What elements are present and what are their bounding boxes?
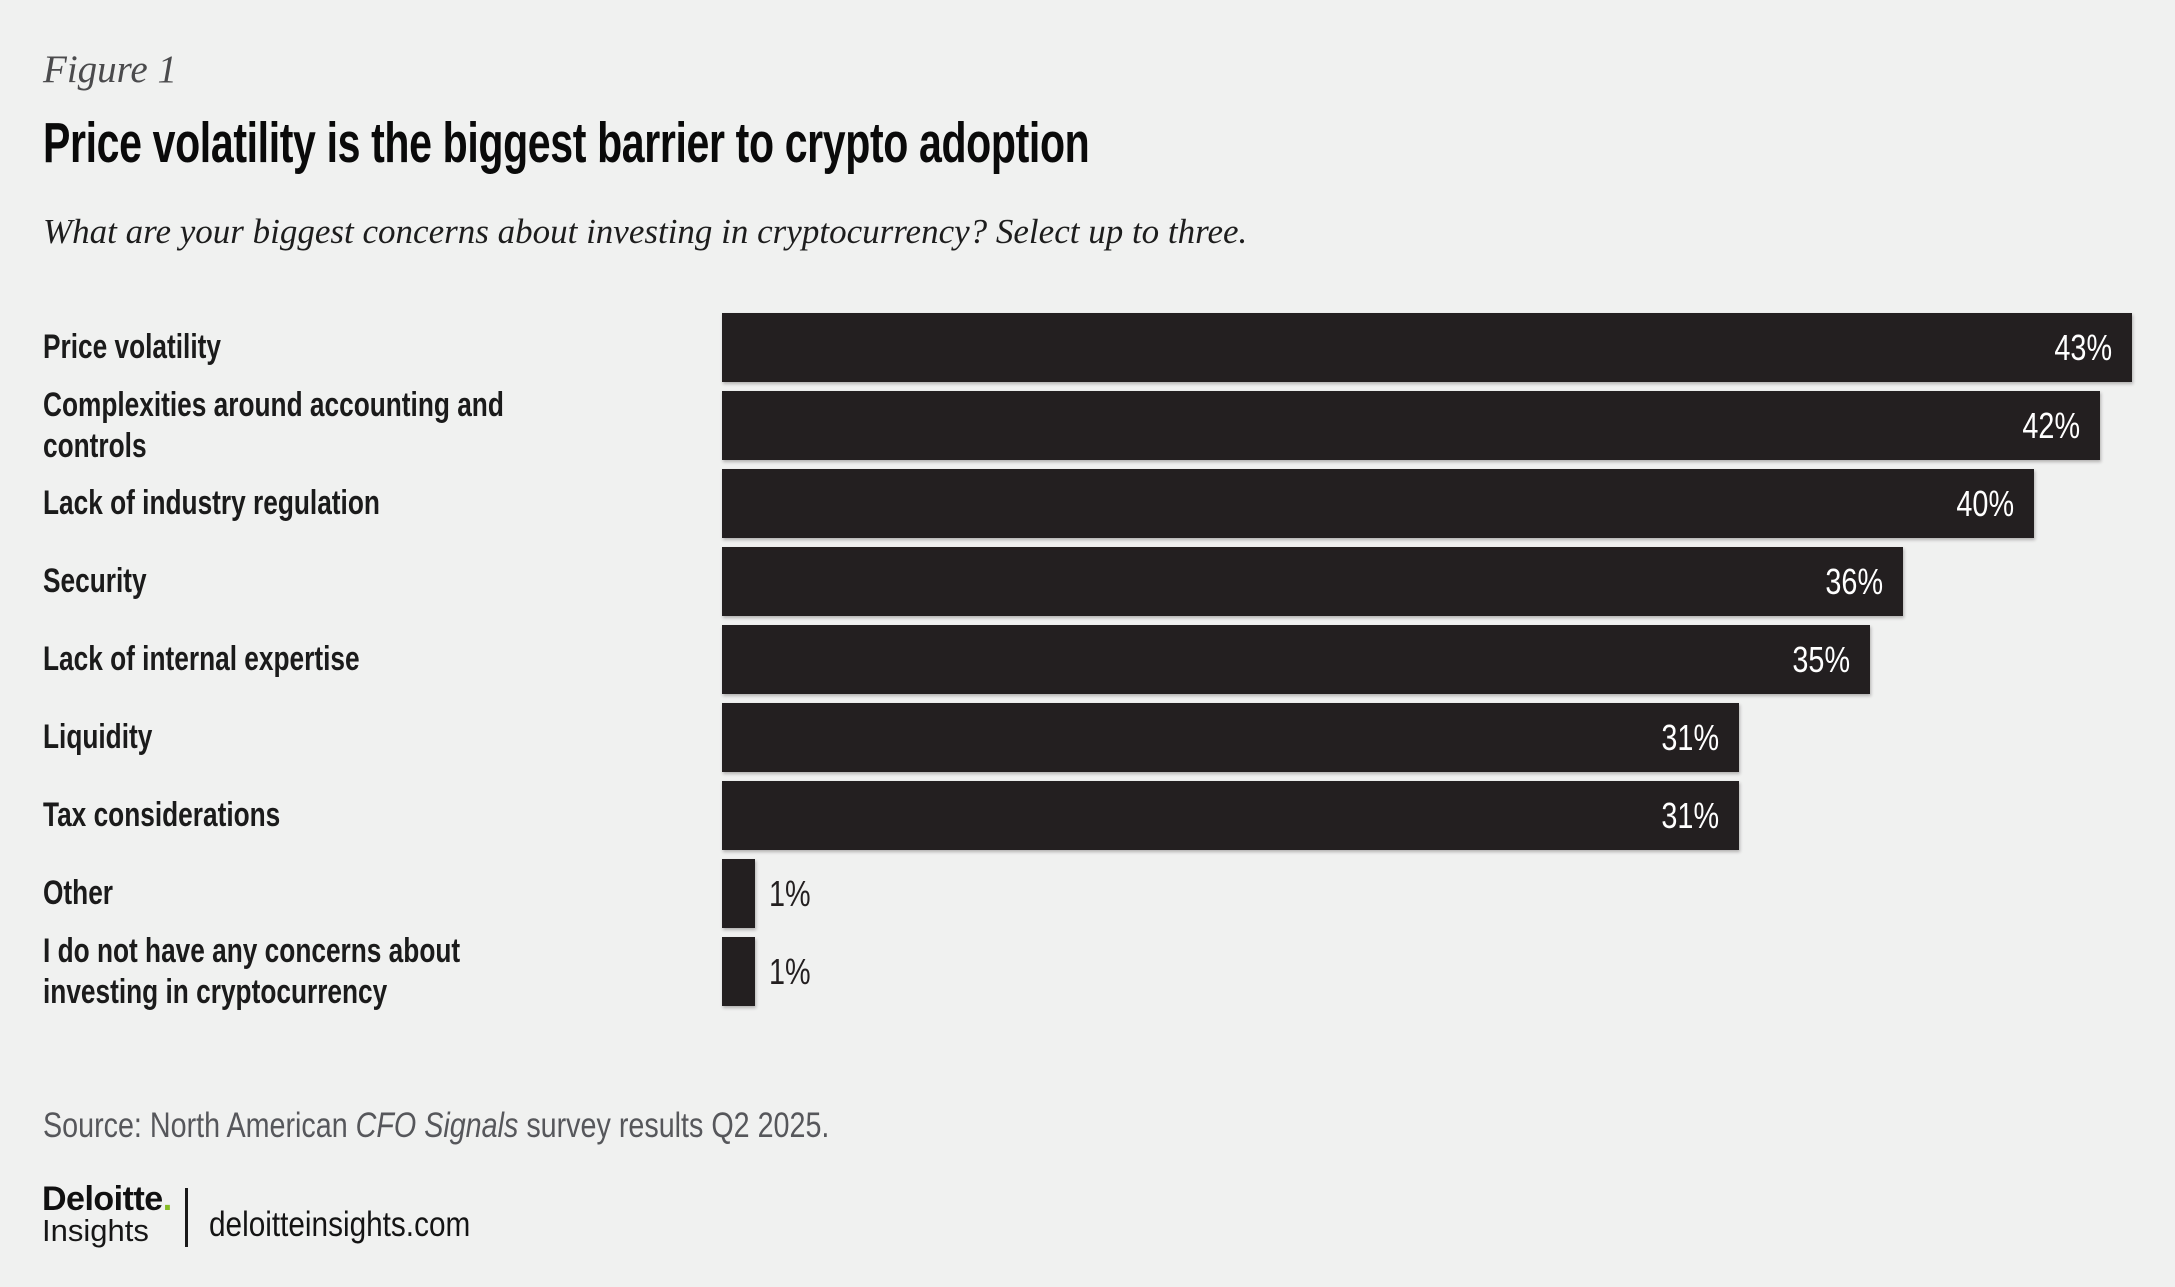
bar-rows: Price volatility 43% Complexities around… bbox=[43, 313, 2132, 1011]
category-label: Price volatility bbox=[43, 328, 221, 367]
category-label: Lack of internal expertise bbox=[43, 640, 360, 679]
chart-title: Price volatility is the biggest barrier … bbox=[43, 111, 1090, 175]
chart-row: I do not have any concerns about investi… bbox=[43, 931, 2132, 1011]
value-label-inside: 43% bbox=[2054, 326, 2112, 368]
chart-row: Tax considerations 31% bbox=[43, 781, 2132, 850]
chart-row: Liquidity 31% bbox=[43, 703, 2132, 772]
category-label: Other bbox=[43, 874, 114, 913]
category-label: Complexities around accounting and contr… bbox=[43, 385, 504, 465]
category-label: Lack of industry regulation bbox=[43, 484, 380, 523]
chart-subtitle: What are your biggest concerns about inv… bbox=[43, 212, 1248, 251]
deloitte-insights-logo: Deloitte. Insights bbox=[42, 1180, 172, 1248]
chart-row: Security 36% bbox=[43, 547, 2132, 616]
category-label: Tax considerations bbox=[43, 796, 281, 835]
chart-row: Price volatility 43% bbox=[43, 313, 2132, 382]
bar: 35% bbox=[722, 625, 1870, 694]
bar bbox=[722, 859, 755, 928]
site-url: deloitteinsights.com bbox=[209, 1205, 471, 1244]
source-suffix: survey results Q2 2025. bbox=[518, 1106, 830, 1145]
chart-row: Other 1% bbox=[43, 859, 2132, 928]
value-label-outside: 1% bbox=[769, 950, 811, 992]
bar: 40% bbox=[722, 469, 2034, 538]
source-prefix: Source: North American bbox=[43, 1106, 356, 1145]
source-note: Source: North American CFO Signals surve… bbox=[43, 1106, 829, 1146]
value-label-inside: 31% bbox=[1661, 716, 1719, 758]
bar: 31% bbox=[722, 703, 1739, 772]
logo-divider bbox=[185, 1188, 188, 1247]
figure-label: Figure 1 bbox=[43, 48, 177, 91]
bar: 42% bbox=[722, 391, 2100, 460]
brand-green-dot-icon: . bbox=[162, 1180, 172, 1218]
category-label: Liquidity bbox=[43, 718, 153, 757]
category-label: Security bbox=[43, 562, 147, 601]
bar: 36% bbox=[722, 547, 1903, 616]
chart-row: Complexities around accounting and contr… bbox=[43, 385, 2132, 465]
category-label: I do not have any concerns about investi… bbox=[43, 931, 461, 1011]
source-italic-title: CFO Signals bbox=[355, 1106, 519, 1145]
bar bbox=[722, 937, 755, 1006]
bar-chart: Price volatility 43% Complexities around… bbox=[43, 313, 2132, 1015]
value-label-inside: 31% bbox=[1661, 794, 1719, 836]
chart-row: Lack of internal expertise 35% bbox=[43, 625, 2132, 694]
brand-subname: Insights bbox=[42, 1213, 149, 1248]
bar: 43% bbox=[722, 313, 2132, 382]
value-label-outside: 1% bbox=[769, 872, 811, 914]
value-label-inside: 35% bbox=[1792, 638, 1850, 680]
value-label-inside: 40% bbox=[1956, 482, 2014, 524]
chart-row: Lack of industry regulation 40% bbox=[43, 469, 2132, 538]
value-label-inside: 42% bbox=[2022, 404, 2080, 446]
bar: 31% bbox=[722, 781, 1739, 850]
value-label-inside: 36% bbox=[1825, 560, 1883, 602]
brand-name: Deloitte. bbox=[42, 1180, 172, 1218]
